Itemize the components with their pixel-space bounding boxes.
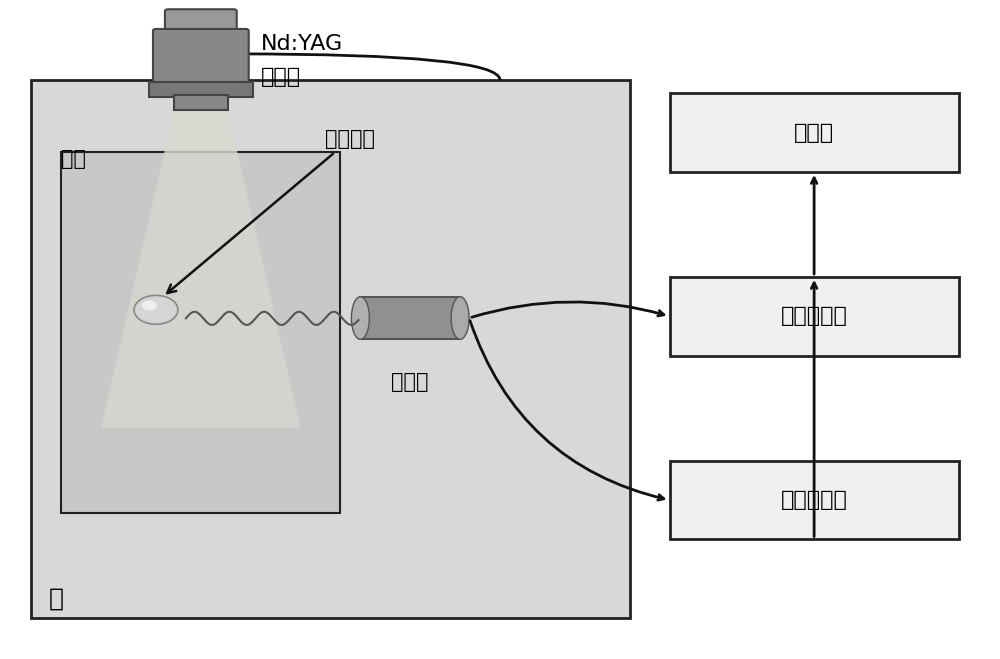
Circle shape: [134, 295, 178, 324]
Text: Nd:YAG: Nd:YAG: [261, 34, 343, 54]
FancyBboxPatch shape: [165, 9, 237, 49]
FancyBboxPatch shape: [61, 152, 340, 513]
FancyBboxPatch shape: [670, 277, 959, 356]
FancyBboxPatch shape: [153, 29, 249, 89]
Text: 数字采集卡: 数字采集卡: [781, 306, 848, 326]
FancyBboxPatch shape: [174, 96, 228, 109]
FancyBboxPatch shape: [360, 297, 460, 339]
FancyBboxPatch shape: [31, 80, 630, 618]
Polygon shape: [101, 80, 301, 428]
FancyBboxPatch shape: [149, 82, 253, 96]
FancyBboxPatch shape: [670, 94, 959, 172]
Text: 信号放大器: 信号放大器: [781, 490, 848, 510]
Circle shape: [142, 301, 157, 310]
Text: 激光器: 激光器: [261, 67, 301, 87]
Text: 水: 水: [49, 587, 64, 610]
Text: 计算机: 计算机: [794, 123, 834, 142]
Text: 换能器: 换能器: [392, 372, 429, 392]
Ellipse shape: [451, 297, 469, 339]
Text: 激光: 激光: [61, 149, 86, 169]
Ellipse shape: [351, 297, 369, 339]
Text: 待测样品: 待测样品: [167, 129, 375, 293]
FancyBboxPatch shape: [670, 461, 959, 540]
